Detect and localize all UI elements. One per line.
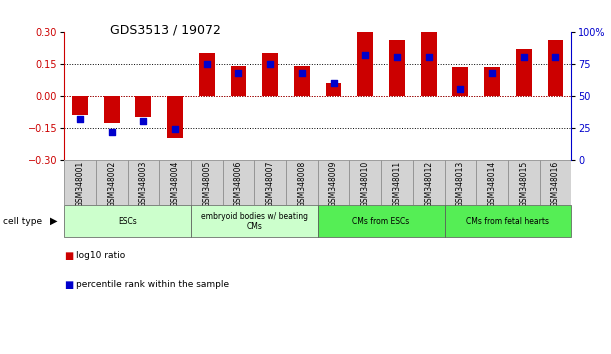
Bar bbox=[191, 160, 222, 205]
Text: percentile rank within the sample: percentile rank within the sample bbox=[76, 280, 230, 289]
Bar bbox=[104, 96, 120, 124]
Text: GSM348016: GSM348016 bbox=[551, 161, 560, 207]
Bar bbox=[516, 49, 532, 96]
Point bbox=[551, 55, 560, 60]
Bar bbox=[484, 67, 500, 96]
Point bbox=[170, 126, 180, 132]
Bar bbox=[547, 40, 563, 96]
Bar bbox=[222, 160, 254, 205]
Text: GSM348001: GSM348001 bbox=[76, 161, 84, 207]
Text: GSM348005: GSM348005 bbox=[202, 161, 211, 207]
Text: CMs from fetal hearts: CMs from fetal hearts bbox=[466, 217, 549, 226]
Bar bbox=[230, 66, 246, 96]
Text: GSM348010: GSM348010 bbox=[360, 161, 370, 207]
Text: GDS3513 / 19072: GDS3513 / 19072 bbox=[110, 23, 221, 36]
Bar bbox=[413, 160, 445, 205]
Bar bbox=[445, 160, 476, 205]
Bar bbox=[136, 96, 152, 117]
Bar bbox=[349, 160, 381, 205]
Bar bbox=[452, 67, 468, 96]
Text: GSM348002: GSM348002 bbox=[107, 161, 116, 207]
Text: GSM348006: GSM348006 bbox=[234, 161, 243, 207]
Bar bbox=[199, 53, 214, 96]
Bar bbox=[64, 160, 96, 205]
Text: GSM348015: GSM348015 bbox=[519, 161, 529, 207]
Bar bbox=[421, 32, 437, 96]
Bar bbox=[318, 160, 349, 205]
Point bbox=[392, 55, 402, 60]
Bar bbox=[508, 160, 540, 205]
Point bbox=[233, 70, 243, 76]
Point bbox=[360, 52, 370, 58]
Text: GSM348004: GSM348004 bbox=[170, 161, 180, 207]
Bar bbox=[262, 53, 278, 96]
Point bbox=[107, 129, 117, 135]
Text: GSM348014: GSM348014 bbox=[488, 161, 497, 207]
Bar bbox=[357, 32, 373, 96]
Point bbox=[519, 55, 529, 60]
Bar bbox=[286, 160, 318, 205]
Bar bbox=[294, 66, 310, 96]
Text: GSM348009: GSM348009 bbox=[329, 161, 338, 207]
Text: ▶: ▶ bbox=[50, 216, 57, 226]
Text: GSM348013: GSM348013 bbox=[456, 161, 465, 207]
Text: GSM348003: GSM348003 bbox=[139, 161, 148, 207]
Text: CMs from ESCs: CMs from ESCs bbox=[353, 217, 410, 226]
Bar bbox=[72, 96, 88, 115]
Text: ■: ■ bbox=[64, 251, 73, 261]
Point bbox=[75, 116, 85, 122]
Bar bbox=[128, 160, 159, 205]
Point bbox=[265, 61, 275, 67]
Text: log10 ratio: log10 ratio bbox=[76, 251, 126, 260]
Point bbox=[202, 61, 211, 67]
Bar bbox=[96, 160, 128, 205]
Point bbox=[455, 86, 465, 92]
Bar bbox=[389, 40, 405, 96]
Text: GSM348012: GSM348012 bbox=[424, 161, 433, 207]
Bar bbox=[381, 160, 413, 205]
Point bbox=[139, 119, 148, 124]
Point bbox=[487, 70, 497, 76]
Point bbox=[424, 55, 434, 60]
Text: GSM348011: GSM348011 bbox=[392, 161, 401, 207]
Text: ESCs: ESCs bbox=[118, 217, 137, 226]
Text: embryoid bodies w/ beating
CMs: embryoid bodies w/ beating CMs bbox=[201, 212, 308, 231]
Text: cell type: cell type bbox=[3, 217, 42, 226]
Bar bbox=[167, 96, 183, 138]
Bar bbox=[476, 160, 508, 205]
Point bbox=[297, 70, 307, 76]
Point bbox=[329, 80, 338, 86]
Text: GSM348007: GSM348007 bbox=[266, 161, 275, 207]
Bar bbox=[159, 160, 191, 205]
Bar bbox=[540, 160, 571, 205]
Bar bbox=[326, 83, 342, 96]
Bar bbox=[254, 160, 286, 205]
Text: GSM348008: GSM348008 bbox=[298, 161, 306, 207]
Text: ■: ■ bbox=[64, 280, 73, 290]
